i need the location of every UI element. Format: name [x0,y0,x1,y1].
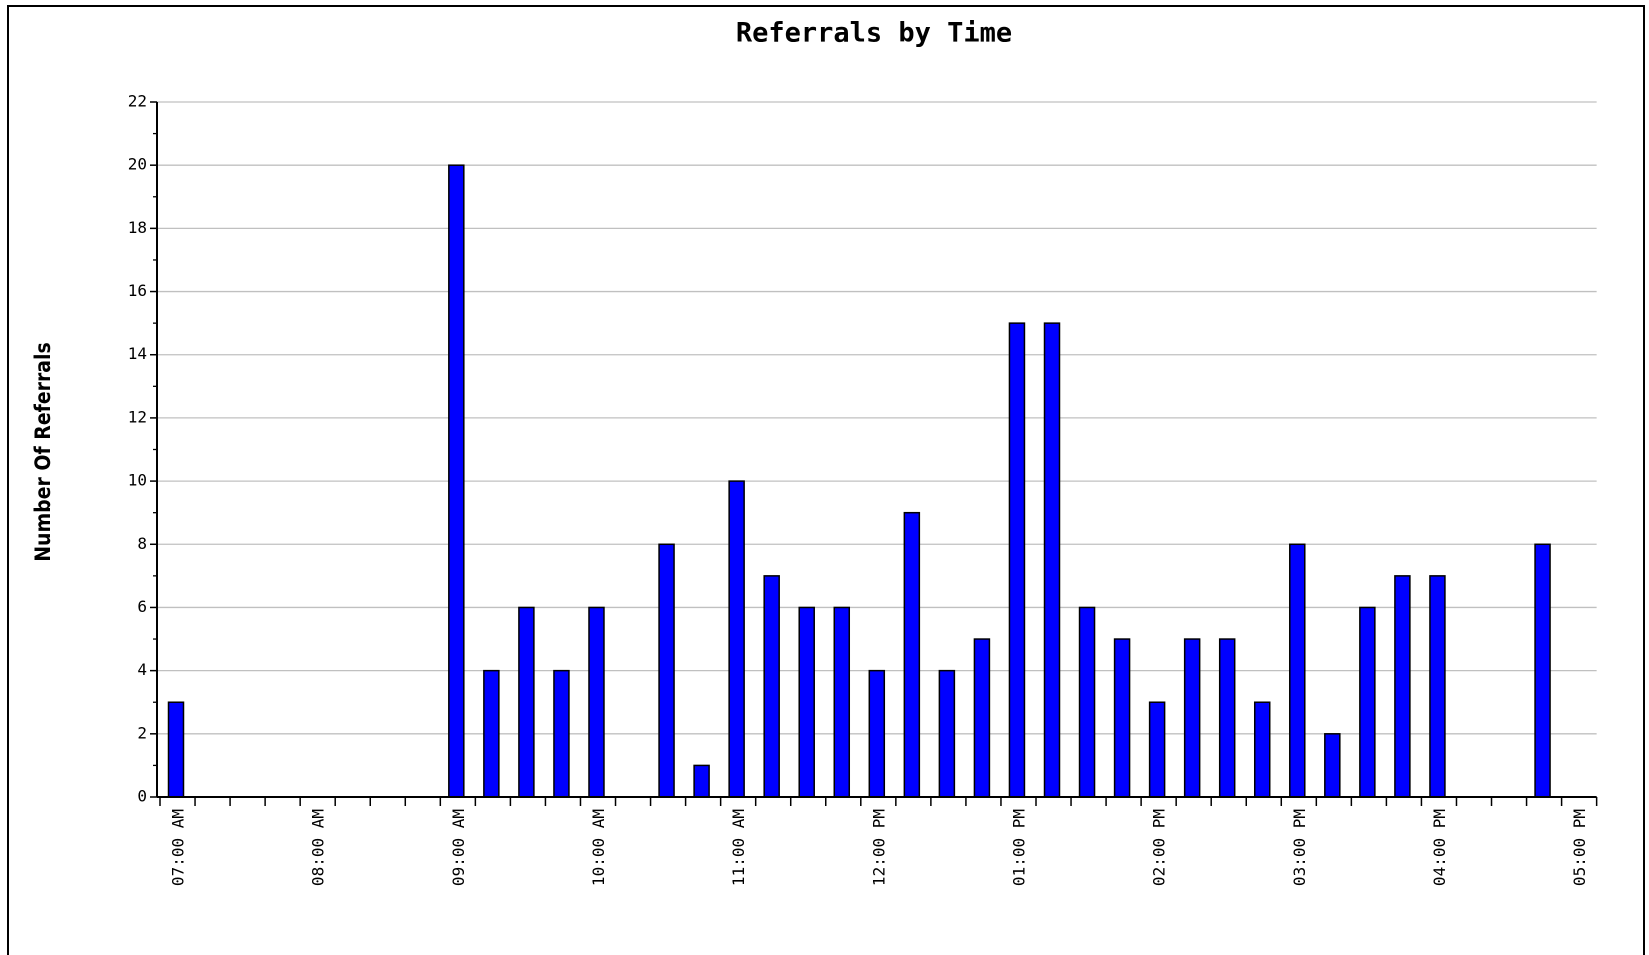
x-tick-label: 05:00 PM [1570,809,1589,886]
bar [588,606,605,798]
bar [938,669,956,798]
bar [483,669,500,798]
bar [1394,575,1411,798]
x-tick-label: 04:00 PM [1430,809,1449,886]
bar [1183,638,1201,798]
x-tick-label: 02:00 PM [1150,809,1169,886]
bar [1324,733,1341,798]
y-tick-label: 18 [128,218,147,237]
bar [1218,638,1236,798]
x-tick-label: 08:00 AM [309,809,328,886]
y-tick-label: 12 [128,407,147,426]
bar [693,764,710,798]
y-tick-label: 6 [137,597,147,616]
bar [1359,606,1376,798]
bar [1043,322,1061,798]
bar [1113,638,1131,798]
y-tick-label: 14 [128,344,147,363]
bar [167,701,185,798]
x-tick-label: 01:00 PM [1009,809,1028,886]
bar [868,669,886,798]
bar [1008,322,1026,798]
y-tick-label: 2 [137,723,147,742]
x-tick-label: 11:00 AM [729,809,748,886]
chart-title: Referrals by Time [736,18,1012,49]
bar [1289,543,1306,798]
bar [973,638,991,798]
x-tick-label: 07:00 AM [169,809,188,886]
y-tick-label: 20 [128,155,147,174]
x-tick-label: 09:00 AM [449,809,468,886]
y-tick-label: 22 [128,92,147,111]
y-tick-label: 8 [137,534,147,553]
bar [833,606,851,798]
bar [798,606,815,798]
bar [763,575,780,798]
y-axis-label: Number Of Referrals [31,342,55,562]
bar [518,606,535,798]
y-tick-label: 10 [128,471,147,490]
y-tick-label: 16 [128,281,147,300]
bar [448,164,465,798]
bar [1429,575,1446,798]
bar [553,669,570,798]
y-tick-label: 4 [137,660,147,679]
bar [1078,606,1096,798]
chart-frame [7,5,1645,955]
x-tick-label: 10:00 AM [589,809,608,886]
bar [1148,701,1166,798]
x-tick-label: 12:00 PM [869,809,888,886]
bar [1253,701,1271,798]
bar [658,543,675,798]
bar [903,511,921,798]
y-tick-label: 0 [137,787,147,806]
x-tick-label: 03:00 PM [1290,809,1309,886]
bar [728,480,745,798]
bar [1534,543,1551,798]
